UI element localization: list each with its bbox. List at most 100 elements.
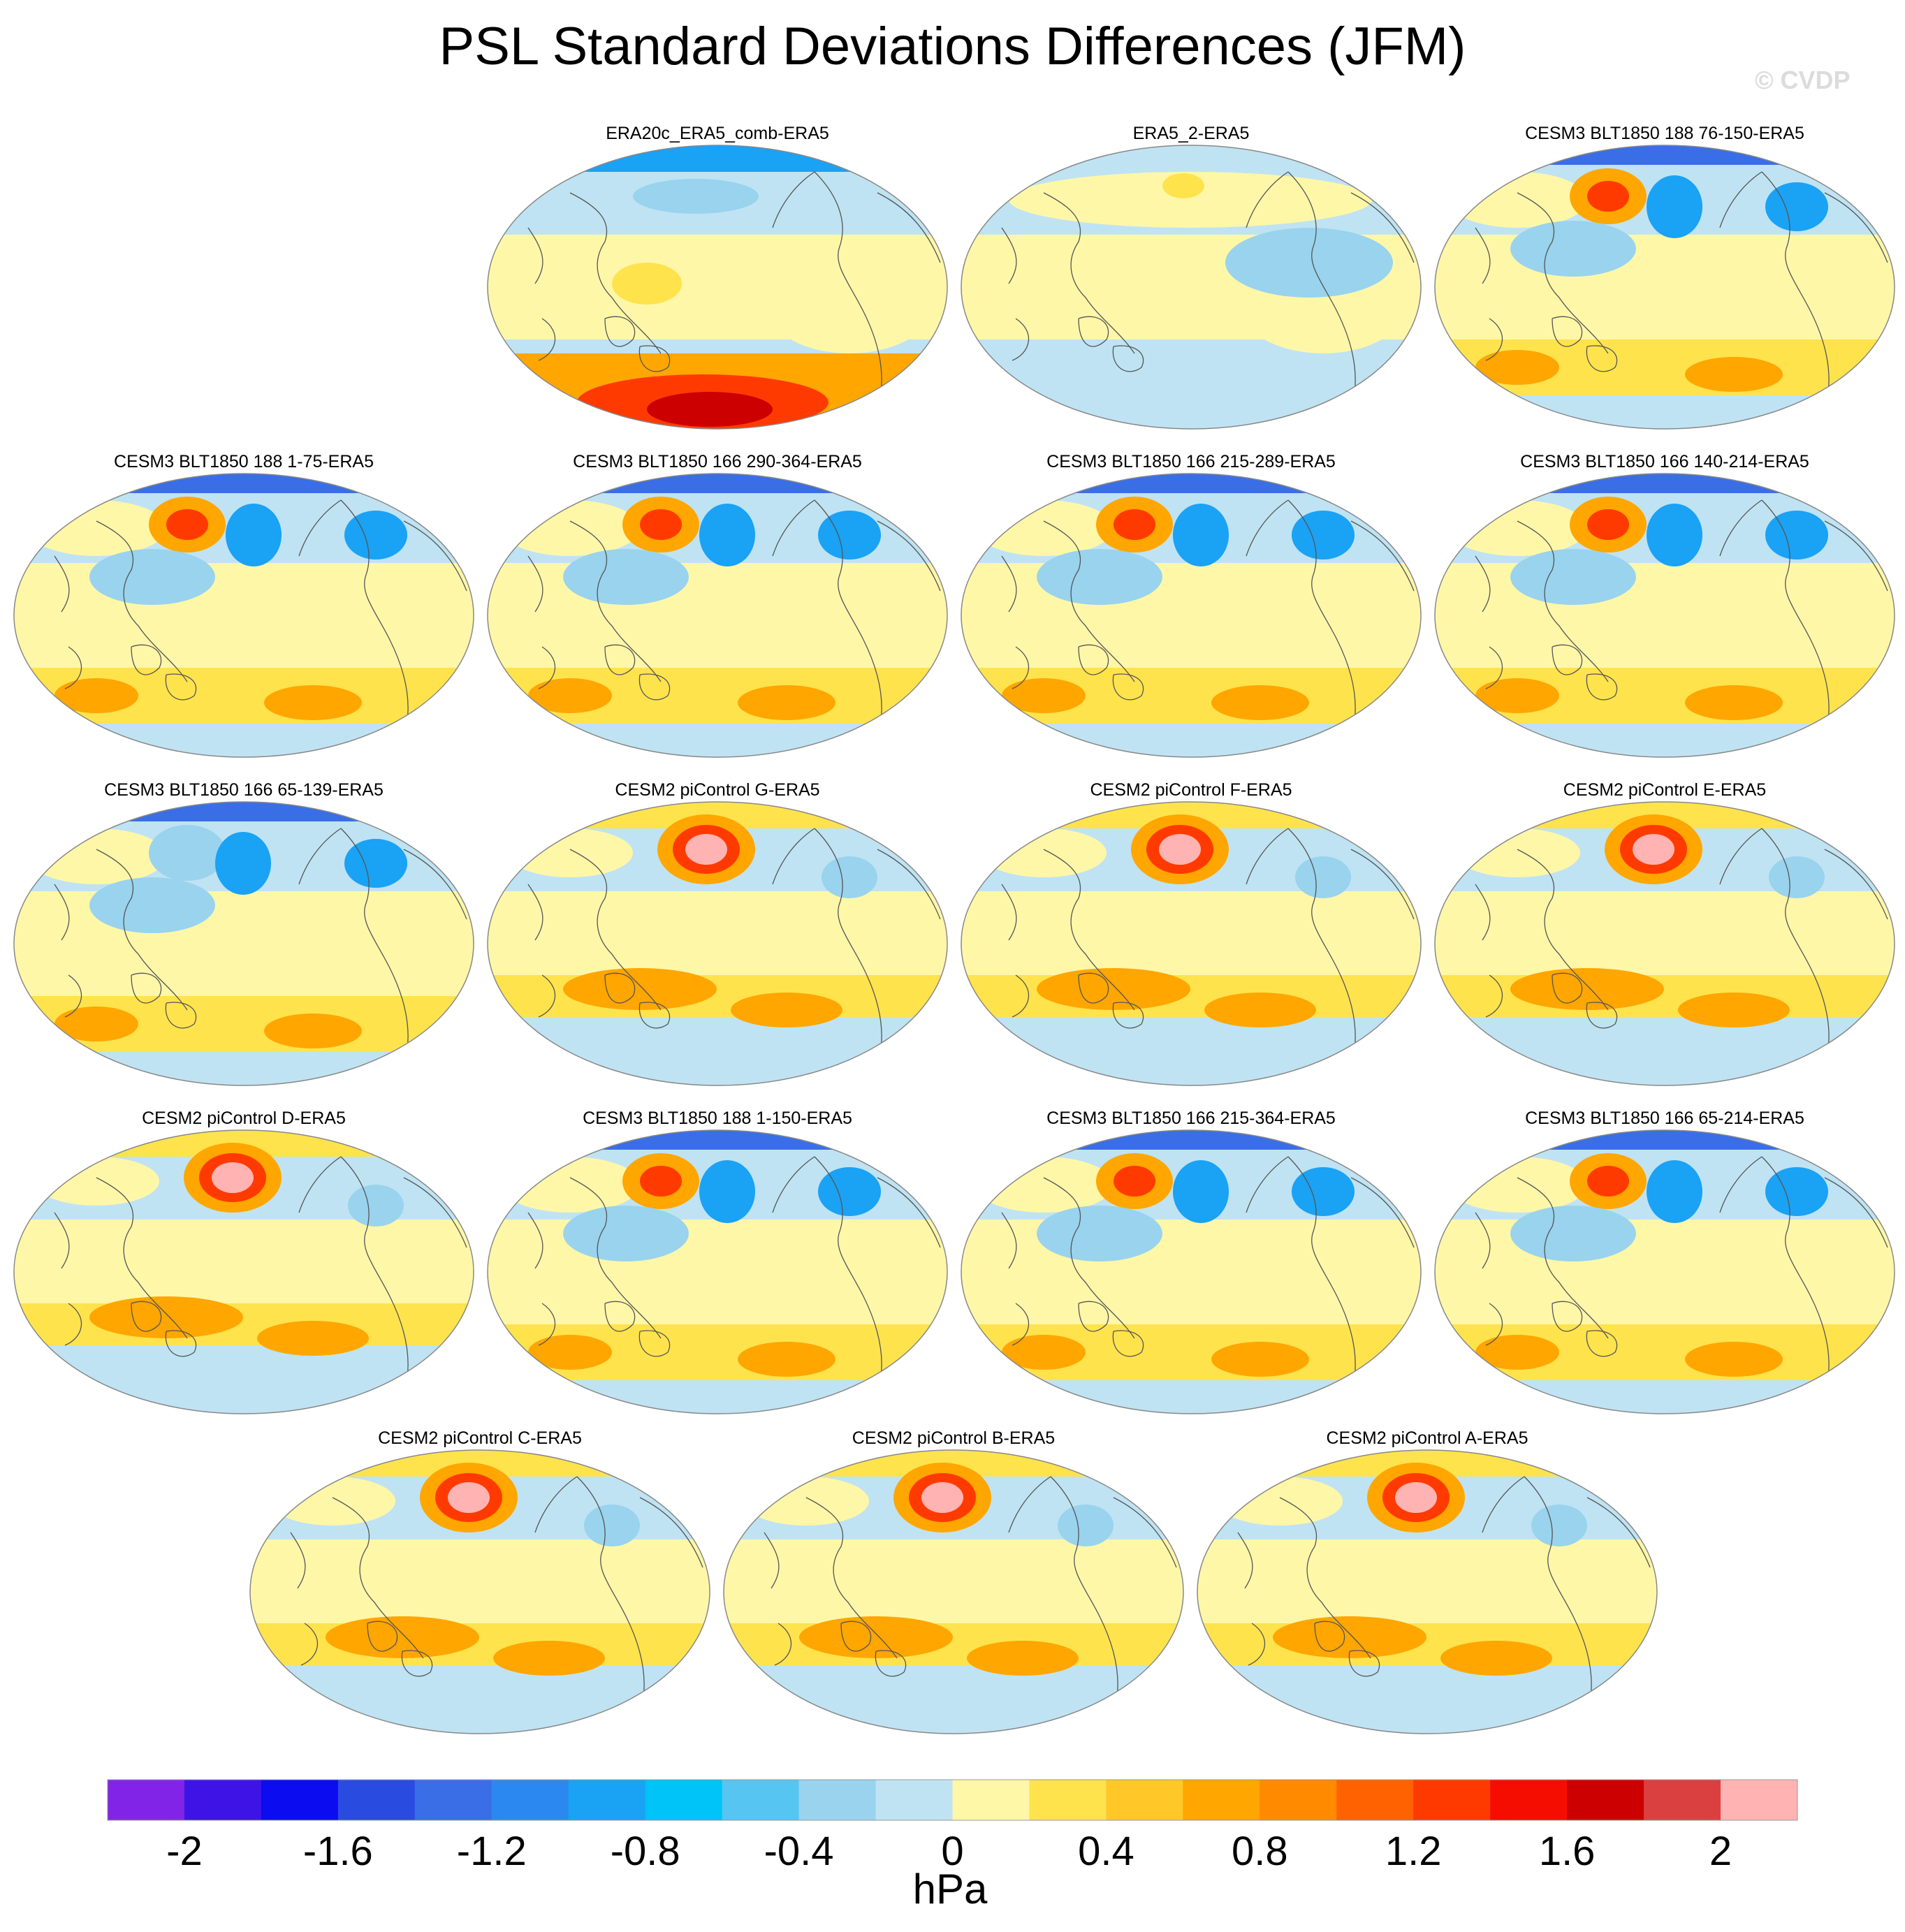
coastline (638, 345, 671, 372)
coastline (403, 1177, 467, 1248)
coastline (1824, 520, 1888, 592)
contour-field (14, 474, 474, 757)
coastline (1475, 555, 1491, 613)
field-west-pacific (988, 905, 1211, 989)
field-south-pacific (1685, 1342, 1783, 1377)
field-north-pacific-core (1587, 509, 1629, 540)
colorbar-tick-label: -1.2 (457, 1829, 527, 1874)
colorbar-swatch (1260, 1780, 1337, 1820)
colorbar-swatch (337, 1780, 416, 1820)
coastline (1824, 849, 1888, 920)
field-atlantic (1713, 1241, 1881, 1338)
field-south-pacific (1273, 1616, 1426, 1658)
map-panel: CESM3 BLT1850 166 215-364-ERA5 (960, 1108, 1422, 1415)
coastline (569, 192, 662, 354)
coastline (165, 673, 197, 701)
field-south-indian (54, 678, 138, 713)
map-border (487, 801, 948, 1086)
coastline (638, 673, 671, 701)
coastline (638, 1002, 671, 1029)
field-atlantic (766, 256, 933, 353)
field-north-atlantic (584, 1505, 640, 1546)
coastline (527, 227, 543, 284)
coastline (1043, 520, 1135, 682)
coastline (64, 1303, 82, 1346)
map-panel: CESM3 BLT1850 188 1-75-ERA5 (13, 451, 475, 759)
coastline (1043, 192, 1135, 354)
coastline (54, 1212, 70, 1269)
field-aleutian-low (699, 1160, 755, 1223)
coastline (569, 1177, 662, 1339)
field-west-pacific (514, 905, 738, 989)
field-south-atlantic (967, 1641, 1079, 1676)
coastline (1112, 673, 1144, 701)
field-west-pacific (1461, 1234, 1685, 1317)
panel-title: CESM2 piControl A-ERA5 (1326, 1428, 1528, 1448)
field-north-atlantic (344, 839, 407, 888)
field-south-atlantic (1204, 993, 1316, 1027)
panel-title: CESM2 piControl B-ERA5 (852, 1428, 1056, 1448)
coastline (54, 884, 70, 941)
coastline (1517, 849, 1609, 1011)
contour-field (488, 802, 947, 1085)
colorbar-tick-label: 1.2 (1385, 1829, 1442, 1874)
colorbar-swatch (798, 1780, 877, 1820)
coastline (1287, 499, 1356, 738)
coastline (534, 1476, 578, 1533)
map-panel: ERA20c_ERA5_comb-ERA5 (486, 123, 949, 430)
coastline (840, 1620, 872, 1652)
map-panel: CESM3 BLT1850 166 65-214-ERA5 (1433, 1108, 1896, 1415)
map-panel: CESM3 BLT1850 166 65-139-ERA5 (13, 780, 475, 1087)
field-central-pacific (612, 263, 682, 305)
colorbar-swatch (875, 1780, 953, 1820)
coastline (814, 499, 882, 738)
coastline (1552, 972, 1583, 1004)
field-south-pacific (1037, 968, 1190, 1010)
colorbar-swatch (414, 1780, 492, 1820)
coastline (1586, 345, 1618, 372)
colorbar-swatch (1567, 1780, 1644, 1820)
coastline (772, 828, 815, 885)
coastline (604, 644, 636, 675)
panel-title: ERA5_2-ERA5 (1132, 124, 1250, 143)
field-southern-midlat (488, 975, 947, 1017)
chart-title: PSL Standard Deviations Differences (JFM… (439, 17, 1466, 76)
panel-title: CESM3 BLT1850 166 290-364-ERA5 (573, 452, 862, 471)
field-atlantic (1239, 584, 1407, 682)
coastline (1586, 673, 1618, 701)
colorbar-tick-label: 2 (1709, 1829, 1732, 1874)
map-projection (961, 1129, 1422, 1414)
field-subtropics (1037, 549, 1162, 605)
map-border (961, 1129, 1422, 1414)
map-border (723, 1449, 1184, 1734)
map-border (487, 1129, 948, 1414)
coastline (332, 1497, 424, 1659)
coastline (772, 1156, 815, 1213)
coastline (764, 1532, 780, 1589)
field-subtropics (89, 549, 215, 605)
colorbar-swatch (568, 1780, 646, 1820)
coastline (1112, 1330, 1144, 1357)
map-panel: CESM2 piControl B-ERA5 (722, 1428, 1185, 1735)
map-projection (487, 801, 948, 1086)
coastline (527, 884, 543, 941)
field-subtropics (1510, 549, 1636, 605)
coastline (1485, 318, 1503, 361)
panel-title: CESM2 piControl F-ERA5 (1090, 780, 1292, 800)
field-atlantic (1713, 584, 1881, 682)
field-north-pacific-core (1114, 509, 1155, 540)
field-north-atlantic (822, 856, 877, 898)
field-south-pacific (89, 1296, 243, 1338)
field-south-pacific (264, 685, 362, 720)
map-border (13, 1129, 474, 1414)
map-panel: CESM2 piControl E-ERA5 (1433, 780, 1896, 1087)
field-atlantic (766, 584, 933, 682)
field-south-pacific (563, 968, 717, 1010)
coastline (814, 1156, 882, 1395)
coastline (1050, 1476, 1118, 1715)
coastline (569, 520, 662, 682)
colorbar-tick-label: -1.6 (303, 1829, 373, 1874)
field-north-band (1009, 172, 1372, 228)
field-south-indian (1002, 678, 1086, 713)
